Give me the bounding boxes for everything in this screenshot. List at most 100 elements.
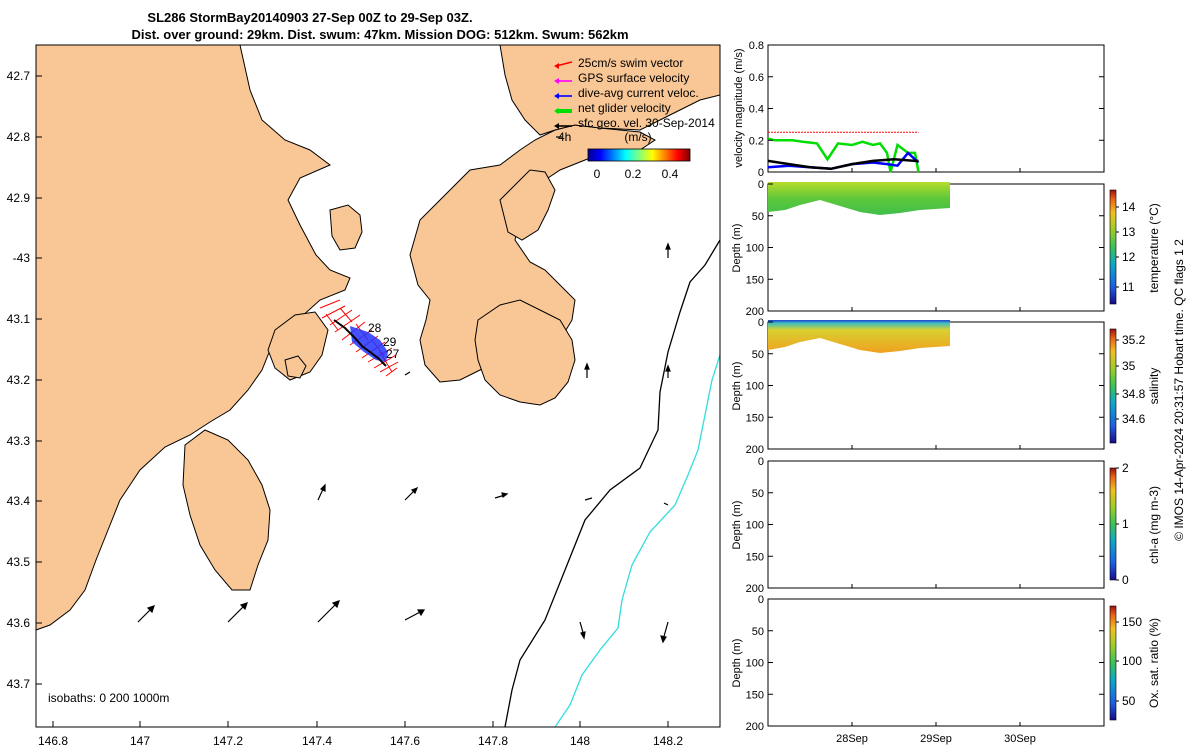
lat-tick-label: 42.9 [7,191,31,205]
depth-tick-label: 150 [746,412,764,424]
colorbar-tick-label: 35.2 [1122,333,1146,347]
lat-tick-label: 43.7 [7,677,31,691]
chla-panel-frame [767,460,1105,589]
lon-tick-label: 148.2 [653,734,683,748]
lat-tick-label: 43.5 [7,555,31,569]
depth-tick-label: 100 [746,243,764,255]
colorbar-tick-label: 11 [1122,280,1135,294]
land-northeast [499,44,721,136]
depth-tick-label: 200 [746,444,764,456]
colorbar-tick-label: 35 [1122,359,1136,373]
lat-tick-label: 43.2 [7,373,31,387]
legend-arrowhead [554,93,559,99]
day-label-29: 29 [383,335,397,349]
depth-tick-label: 0 [758,179,764,191]
depth-ylabel: Depth (m) [731,362,743,411]
legend-colorbar-tick: 0.4 [662,167,679,181]
lat-tick-label: -43 [13,251,31,265]
legend-label: net glider velocity [578,101,671,115]
time-tick-label: 30Sep [1004,733,1036,745]
land-east-central [267,311,329,381]
time-tick-label: 28Sep [836,733,868,745]
glider-path [333,319,387,367]
right-panels: 0 0.2 0.4 0.6 0.8 velocity magnitude (m/s) 0… [731,40,1161,745]
legend-time-label: 4h [558,130,571,144]
land-maria-island [499,169,556,241]
lat-tick-label: 43.4 [7,494,31,508]
colorbar-tick-label: 150 [1122,615,1142,629]
chla-colorbar [1109,467,1117,581]
title-line1: SL286 StormBay20140903 27-Sep 00Z to 29-… [147,10,472,25]
lat-tick-label: 43.6 [7,616,31,630]
map-land [35,44,721,631]
land-island-north [329,204,363,251]
velocity-ytick-label: 0.2 [749,135,764,147]
colorbar-tick-label: 100 [1122,654,1142,668]
legend-colorbar-title: (m/s) [624,130,651,144]
depth-tick-label: 100 [746,381,764,393]
lon-tick-label: 147 [130,734,150,748]
colorbar-tick-label: 12 [1122,250,1136,264]
depth-tick-label: 50 [752,349,764,361]
land-tasman-peninsula [474,299,576,406]
geo-velocity-arrows [137,242,671,644]
legend-label: dive-avg current veloc. [578,86,699,100]
legend-arrowhead [554,63,559,69]
lon-tick-label: 147.4 [302,734,332,748]
colorbar-tick-label: 14 [1122,200,1136,214]
colorbar-tick-label: 34.6 [1122,412,1146,426]
legend-colorbar-tick: 0.2 [625,167,642,181]
time-axis: 28Sep 29Sep 30Sep [836,168,1036,745]
legend-colorbar [587,148,691,162]
land-bruny-island [182,429,271,591]
lat-tick-label: 42.7 [7,69,31,83]
lon-tick-label: 147.2 [213,734,243,748]
lon-tick-label: 148 [570,734,590,748]
legend-arrowhead [554,78,559,84]
colorbar-tick-label: 34.8 [1122,387,1146,401]
map-panel: 28 29 27 146.8 147 147.2 147.4 147.6 147.8 148… [7,44,721,748]
temperature-colorbar [1109,189,1117,305]
lon-tick-label: 147.8 [478,734,508,748]
velocity-ytick-label: 0.6 [749,72,764,84]
depth-axis-4: 0 50 100 150 200 Depth (m) 50 100 150 Ox. sat. ra… [731,594,1161,733]
legend-colorbar-tick: 0 [594,167,601,181]
depth-tick-label: 200 [746,583,764,595]
depth-tick-label: 0 [758,594,764,606]
title-line2: Dist. over ground: 29km. Dist. swum: 47k… [131,27,628,42]
depth-axis-2: 0 50 100 150 200 Depth (m) 34.6 34.8 35 35.2 salin… [731,317,1161,456]
isobath-1000 [554,354,721,728]
velocity-ylabel: velocity magnitude (m/s) [733,48,745,167]
depth-axis-3: 0 50 100 150 200 Depth (m) 0 1 2 chl-a (mg m-3) [731,456,1161,595]
velocity-y-axis: 0 0.2 0.4 0.6 0.8 [749,40,1104,179]
temperature-data [768,182,950,215]
colorbar-label: chl-a (mg m-3) [1147,486,1161,564]
legend-label: GPS surface velocity [578,71,689,85]
legend-arrowhead [554,123,559,129]
map-lat-axis: 42.7 42.8 42.9 -43 43.1 43.2 43.3 43.4 43.5 43.6 4… [7,69,42,691]
colorbar-tick-label: 50 [1122,694,1136,708]
isobaths-label: isobaths: 0 200 1000m [48,691,169,705]
lat-tick-label: 43.3 [7,434,31,448]
oxygen-colorbar [1109,605,1117,721]
land-islet [284,355,307,379]
colorbar-label: temperature (°C) [1147,203,1161,293]
depth-axis-1: 0 50 100 150 200 Depth (m) 11 12 13 14 temperature… [731,179,1161,318]
dive-current-blob [350,326,388,362]
velocity-line-3 [767,158,919,171]
salinity-data [768,320,950,353]
velocity-ytick-label: 0 [758,167,764,179]
salinity-colorbar [1109,328,1117,444]
depth-tick-label: 50 [752,211,764,223]
colorbar-tick-label: 13 [1122,225,1136,239]
lat-tick-label: 43.1 [7,312,31,326]
colorbar-tick-label: 2 [1122,461,1129,475]
depth-tick-label: 50 [752,488,764,500]
depth-tick-label: 200 [746,306,764,318]
colorbar-tick-label: 0 [1122,573,1129,587]
legend-label: sfc geo. vel. 30-Sep-2014 [578,116,715,130]
velocity-series [767,131,920,173]
depth-tick-label: 100 [746,658,764,670]
